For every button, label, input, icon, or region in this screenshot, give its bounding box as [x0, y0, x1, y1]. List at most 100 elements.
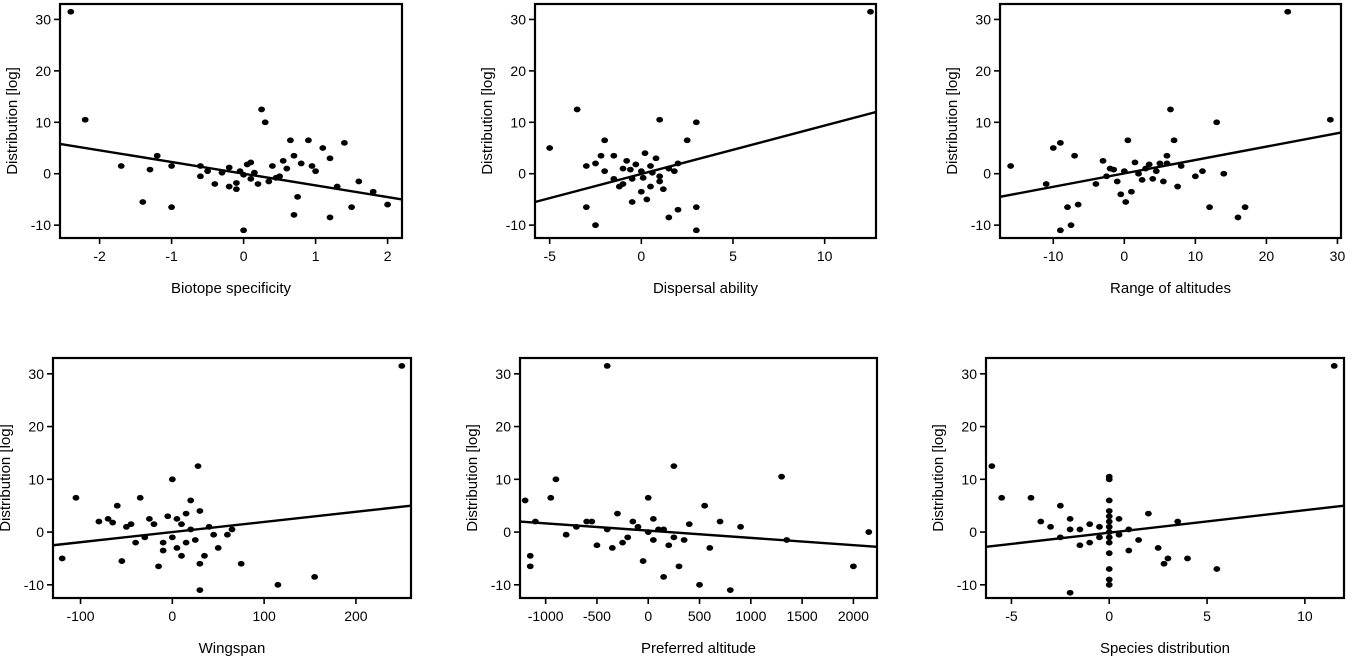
data-point — [1330, 363, 1338, 369]
data-point — [1241, 204, 1249, 211]
data-point — [214, 544, 222, 551]
panel-dispersal-ability: -5 0 5 10 -10 0 10 20 30 Dispersal ability Distrib… — [479, 2, 878, 297]
data-point — [81, 116, 89, 123]
data-point — [680, 537, 688, 543]
y-axis-label: Distribution [log] — [0, 424, 14, 532]
data-point — [610, 175, 618, 182]
data-point — [279, 157, 287, 164]
data-point — [168, 476, 176, 483]
y-axis-label: Distribution [log] — [464, 424, 481, 532]
data-point — [204, 168, 212, 175]
data-point — [159, 547, 167, 554]
x-tick-label: 0 — [168, 608, 176, 624]
plot-frame — [998, 2, 1343, 240]
data-point — [626, 166, 634, 173]
y-tick-label: 30 — [28, 366, 44, 382]
data-point — [1105, 497, 1113, 504]
data-point — [628, 199, 636, 205]
data-point — [706, 544, 714, 551]
data-point — [526, 563, 534, 570]
data-point — [647, 163, 654, 169]
data-point — [637, 168, 645, 175]
data-point — [655, 526, 662, 533]
data-point — [778, 473, 785, 480]
data-point — [615, 183, 623, 190]
data-point — [201, 552, 208, 559]
y-tick-label: 10 — [35, 114, 51, 130]
x-tick-label: 0 — [1105, 608, 1113, 624]
data-point — [670, 534, 678, 541]
data-point — [240, 227, 248, 234]
data-point — [58, 555, 66, 562]
data-point — [1105, 523, 1113, 530]
data-point — [783, 537, 791, 543]
data-point — [211, 181, 219, 187]
data-point — [290, 152, 298, 159]
data-point — [1105, 476, 1113, 483]
data-point — [1066, 589, 1074, 596]
data-point — [1113, 178, 1121, 185]
data-point — [1105, 529, 1113, 535]
data-point — [1135, 170, 1142, 177]
data-point — [187, 497, 195, 504]
x-tick-label: -100 — [67, 608, 95, 624]
y-tick-label: 30 — [961, 366, 977, 382]
data-point — [1056, 139, 1064, 146]
data-point — [153, 152, 161, 159]
x-axis-label: Species distribution — [1100, 640, 1230, 657]
data-point — [614, 510, 621, 517]
data-point — [205, 523, 213, 530]
data-point — [660, 526, 668, 533]
data-point — [674, 206, 682, 213]
data-point — [155, 563, 162, 570]
y-tick-label: 30 — [35, 11, 51, 27]
panel-range-of-altitudes: -10 0 10 20 30 -10 0 10 20 30 Range of altitudes Di… — [944, 2, 1345, 297]
data-point — [274, 581, 282, 588]
data-point — [592, 160, 599, 167]
data-point — [1099, 157, 1107, 164]
data-point — [272, 174, 280, 181]
x-tick-label: 1500 — [787, 608, 818, 624]
data-point — [294, 193, 301, 200]
x-tick-label: -5 — [1005, 608, 1018, 624]
data-point — [1056, 534, 1064, 541]
data-point — [573, 106, 581, 113]
data-point — [1154, 544, 1162, 551]
data-point — [1027, 494, 1035, 501]
data-point — [619, 165, 627, 172]
data-point — [197, 163, 204, 169]
data-point — [1096, 534, 1103, 541]
data-point — [597, 152, 605, 159]
data-point — [531, 518, 539, 525]
y-axis-label: Distribution [log] — [4, 67, 21, 175]
x-tick-label: -500 — [583, 608, 611, 624]
data-point — [1056, 227, 1064, 234]
data-point — [628, 175, 636, 182]
data-point — [1213, 119, 1221, 126]
data-point — [1184, 555, 1191, 562]
x-tick-label: -10 — [1043, 248, 1063, 264]
y-tick-label: -10 — [971, 217, 991, 233]
data-point — [95, 518, 103, 525]
data-point — [692, 227, 700, 234]
data-point — [1160, 560, 1168, 567]
y-tick-label: -10 — [957, 577, 977, 593]
data-point — [326, 155, 334, 162]
data-point — [1103, 173, 1110, 180]
data-point — [685, 521, 693, 528]
y-axis-label: Distribution [log] — [479, 67, 496, 175]
plot-frame — [58, 2, 404, 240]
data-point — [118, 558, 126, 564]
y-tick-label: 0 — [969, 524, 977, 540]
data-point — [297, 160, 305, 167]
y-tick-label: 20 — [975, 63, 991, 79]
data-point — [603, 526, 611, 533]
data-point — [67, 8, 75, 15]
data-point — [1105, 566, 1113, 572]
plot-frame — [533, 2, 878, 240]
data-point — [187, 526, 195, 533]
data-point — [692, 204, 700, 211]
data-point — [632, 161, 640, 168]
